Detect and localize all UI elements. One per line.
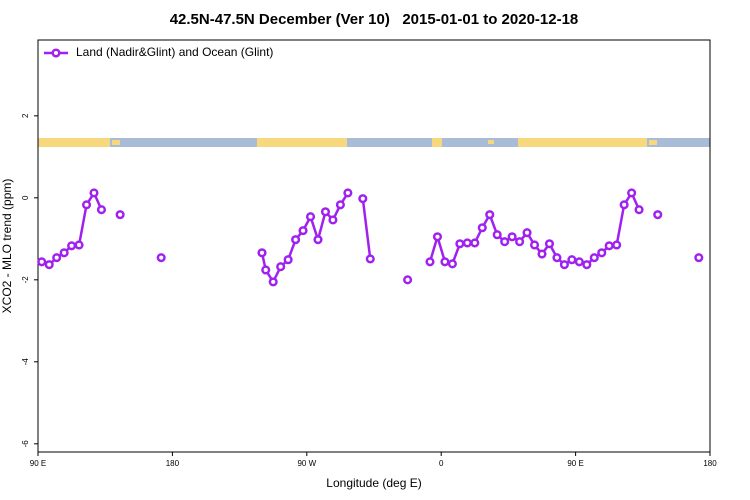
y-tick-label: -6 — [21, 440, 30, 448]
chart-title: 42.5N-47.5N December (Ver 10) 2015-01-01… — [170, 11, 579, 28]
data-point — [44, 260, 54, 270]
data-point — [358, 194, 368, 204]
data-point — [432, 232, 443, 242]
data-point — [440, 257, 450, 267]
data-point — [283, 255, 293, 265]
data-point — [403, 275, 413, 285]
y-tick-label: -4 — [21, 358, 30, 366]
data-point — [89, 188, 99, 198]
legend-marker — [51, 48, 61, 58]
data-point — [313, 235, 323, 245]
data-point — [455, 239, 465, 249]
data-point — [597, 248, 607, 258]
data-point — [257, 248, 267, 258]
y-axis-label: XCO2 - MLO trend (ppm) — [0, 179, 14, 314]
data-point — [291, 235, 301, 245]
y-tick-label: -2 — [21, 276, 30, 284]
data-point — [425, 257, 435, 267]
legend-item: Land (Nadir&Glint) and Ocean (Glint) — [44, 45, 273, 59]
land-strip — [257, 138, 347, 147]
land-strip — [488, 140, 494, 144]
data-point — [537, 249, 547, 259]
data-point — [305, 212, 316, 222]
data-point — [522, 228, 532, 238]
data-point — [619, 200, 629, 210]
data-point — [627, 188, 637, 198]
x-tick-label: 180 — [703, 459, 717, 468]
land-strip — [649, 140, 657, 145]
data-point — [52, 253, 62, 263]
data-point — [81, 200, 92, 210]
data-point — [67, 241, 77, 251]
x-tick-label: 90 E — [30, 459, 46, 468]
data-point — [515, 237, 525, 247]
data-point — [567, 255, 577, 265]
data-point — [574, 257, 584, 267]
data-point — [507, 232, 517, 242]
legend-label: Land (Nadir&Glint) and Ocean (Glint) — [76, 45, 273, 59]
data-point — [268, 277, 278, 287]
data-point — [604, 241, 614, 251]
data-point — [544, 239, 555, 249]
data-point — [37, 257, 47, 267]
data-point — [328, 215, 338, 225]
x-tick-label: 180 — [166, 459, 180, 468]
data-point — [335, 200, 345, 210]
data-point — [462, 238, 472, 248]
data-point — [298, 226, 308, 236]
data-point — [320, 207, 331, 217]
data-point — [485, 210, 495, 220]
data-point — [634, 205, 644, 215]
data-point — [261, 265, 271, 275]
data-point — [492, 230, 502, 240]
y-tick-label: 2 — [21, 113, 30, 118]
data-point — [365, 254, 375, 264]
land-ocean-strip — [38, 138, 710, 147]
data-point — [500, 237, 510, 247]
ocean-strip — [38, 138, 710, 147]
data-point — [470, 238, 480, 248]
plot-frame — [37, 39, 711, 453]
data-point — [96, 205, 107, 215]
x-axis-label: Longitude (deg E) — [326, 476, 421, 490]
data-point — [552, 253, 562, 263]
x-tick-label: 0 — [439, 459, 444, 468]
series-line — [42, 193, 699, 282]
x-tick-label: 90 W — [297, 459, 316, 468]
data-point — [343, 188, 353, 198]
data-point — [276, 262, 286, 272]
land-strip — [112, 140, 120, 145]
data-point — [74, 240, 84, 250]
data-point — [582, 260, 592, 270]
y-tick-label: 0 — [21, 195, 30, 200]
data-point — [559, 260, 569, 270]
land-strip — [38, 138, 110, 147]
data-point — [115, 210, 125, 220]
data-point — [612, 240, 622, 250]
x-tick-label: 90 E — [567, 459, 583, 468]
data-point — [156, 253, 166, 263]
data-point — [653, 210, 663, 220]
land-strip — [518, 138, 647, 147]
data-point — [589, 253, 599, 263]
land-strip — [432, 138, 442, 147]
data-point — [447, 259, 457, 269]
data-point — [59, 248, 69, 258]
data-point — [694, 253, 704, 263]
data-point — [529, 240, 540, 250]
data-point — [477, 223, 487, 233]
